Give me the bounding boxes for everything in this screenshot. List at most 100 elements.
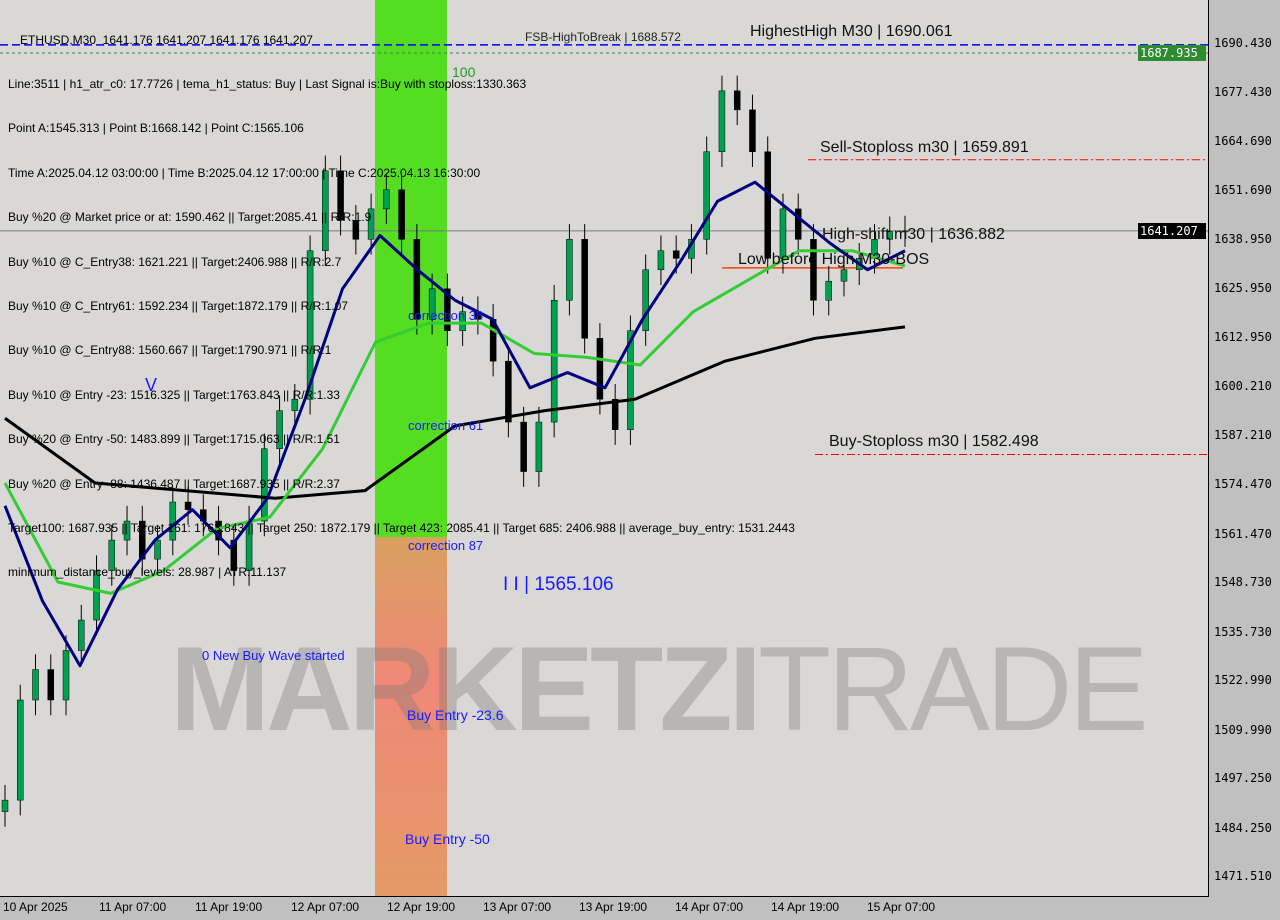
x-tick-label: 14 Apr 19:00 (771, 900, 840, 914)
correction-87-label: correction 87 (408, 538, 484, 553)
candle-body (749, 109, 756, 152)
candle-body (230, 539, 238, 571)
x-tick-label: 11 Apr 19:00 (195, 900, 263, 914)
info-line: Buy %10 @ Entry -23: 1516.325 || Target:… (8, 387, 340, 402)
x-tick-label: 14 Apr 07:00 (675, 900, 744, 914)
candle-body (794, 208, 802, 240)
low-before-high-label: Low before High M30-BOS (738, 251, 930, 268)
highest-high-label: HighestHigh M30 | 1690.061 (750, 23, 953, 40)
candle-body (322, 170, 329, 251)
ma-mid-line (3, 249, 906, 595)
y-tick-label: 1522.990 (1214, 673, 1272, 687)
ma-slow-line (4, 325, 906, 500)
y-tick-label: 1497.250 (1214, 771, 1272, 785)
candle-body (261, 448, 268, 522)
candle-body (78, 619, 85, 651)
candle-body (47, 669, 55, 701)
y-tick-label: 1625.950 (1214, 281, 1272, 295)
candle-body (703, 151, 710, 240)
candle-body (566, 239, 573, 301)
y-tick-label: 1471.510 (1214, 869, 1272, 883)
zone-100-label: 100 (452, 64, 476, 80)
candle-body (657, 250, 665, 271)
candle-body (17, 699, 24, 801)
candle-body (62, 650, 70, 701)
candle-body (672, 250, 680, 259)
info-line: Buy %10 @ C_Entry61: 1592.234 || Target:… (8, 298, 348, 313)
x-tick-label: 10 Apr 2025 (3, 900, 68, 914)
info-line: Time A:2025.04.12 03:00:00 | Time B:2025… (8, 165, 481, 180)
candle-body (718, 90, 726, 152)
candle-body (291, 398, 299, 411)
x-tick-label: 13 Apr 07:00 (483, 900, 552, 914)
candle-body (398, 189, 405, 240)
x-tick-label: 12 Apr 19:00 (387, 900, 456, 914)
y-tick-label: 1587.210 (1214, 428, 1272, 443)
candle-body (108, 539, 116, 571)
info-line: Line:3511 | h1_atr_c0: 17.7726 | tema_h1… (8, 76, 527, 91)
sell-stoploss-label: Sell-Stoploss m30 | 1659.891 (820, 139, 1029, 156)
candle-body (764, 151, 771, 259)
info-line: Point A:1545.313 | Point B:1668.142 | Po… (8, 121, 304, 136)
candle-body (535, 421, 543, 472)
candle-body (306, 250, 314, 400)
candle-body (383, 189, 390, 210)
y-tick-label: 1561.470 (1214, 526, 1272, 541)
buy-entry-50-label: Buy Entry -50 (405, 831, 490, 847)
candle-body (611, 398, 619, 430)
y-tick-label: 1690.430 (1214, 35, 1272, 50)
x-tick-label: 15 Apr 07:00 (867, 900, 936, 914)
info-line: minimum_distance_buy_levels: 28.987 | AT… (8, 565, 287, 580)
y-tick-label: 1535.730 (1214, 624, 1272, 639)
point-c-label: I I | 1565.106 (503, 574, 614, 595)
info-line: Target100: 1687.935 || Target 161: 1763.… (8, 520, 795, 535)
candle-body (733, 90, 741, 111)
price-chart (0, 0, 1208, 896)
fib-zone-orange (375, 537, 447, 896)
y-tick-label: 1484.250 (1214, 820, 1272, 835)
candle-body (93, 570, 100, 621)
chart-plot-area[interactable]: MARKETZITRADE ETHUSD,M30 1641.176 1641.2… (0, 0, 1209, 897)
new-buy-wave-label: 0 New Buy Wave started (202, 648, 345, 663)
y-tick-label: 1548.730 (1214, 575, 1272, 589)
candle-body (520, 421, 527, 472)
candle-body (169, 501, 177, 541)
correction-38-label: correction 38 (408, 308, 484, 323)
candle-body (901, 230, 909, 233)
candle-body (123, 520, 131, 541)
watermark-logo: MARKETZITRADE (170, 622, 1149, 756)
candle-body (642, 269, 649, 331)
y-tick-label: 1574.470 (1214, 477, 1272, 491)
buy-entry-23-label: Buy Entry -23.6 (407, 707, 504, 723)
fsb-label: FSB-HighToBreak | 1688.572 (525, 30, 681, 44)
candle-body (810, 239, 817, 301)
x-tick-label: 12 Apr 07:00 (291, 900, 360, 914)
candle-body (367, 208, 375, 240)
candle-body (550, 299, 558, 423)
symbol-header: ETHUSD,M30 1641.176 1641.207 1641.176 16… (20, 32, 313, 47)
target-price-tag: 1687.935 (1138, 45, 1206, 61)
y-tick-label: 1509.990 (1214, 722, 1272, 737)
candle-body (154, 539, 161, 560)
fib-zone-green (375, 0, 447, 537)
info-line: Buy %10 @ C_Entry38: 1621.221 || Target:… (8, 254, 342, 269)
candle-body (596, 338, 604, 400)
candle-body (505, 360, 512, 423)
high-shift-label: High-shift m30 | 1636.882 (822, 226, 1005, 243)
candle-body (840, 269, 848, 282)
candle-body (276, 410, 283, 449)
y-tick-label: 1651.690 (1214, 183, 1272, 197)
x-tick-label: 11 Apr 07:00 (99, 900, 167, 914)
candle-body (184, 501, 192, 510)
y-tick-label: 1638.950 (1214, 231, 1272, 246)
y-tick-label: 1677.430 (1214, 85, 1272, 99)
candle-body (627, 330, 634, 430)
candle-body (825, 280, 832, 301)
candle-body (428, 288, 436, 320)
candle-body (413, 239, 421, 320)
candle-body (444, 288, 451, 331)
y-tick-label: 1612.950 (1214, 330, 1272, 345)
candle-body (352, 220, 360, 240)
candle-body (886, 231, 893, 240)
tema-line (3, 180, 906, 668)
